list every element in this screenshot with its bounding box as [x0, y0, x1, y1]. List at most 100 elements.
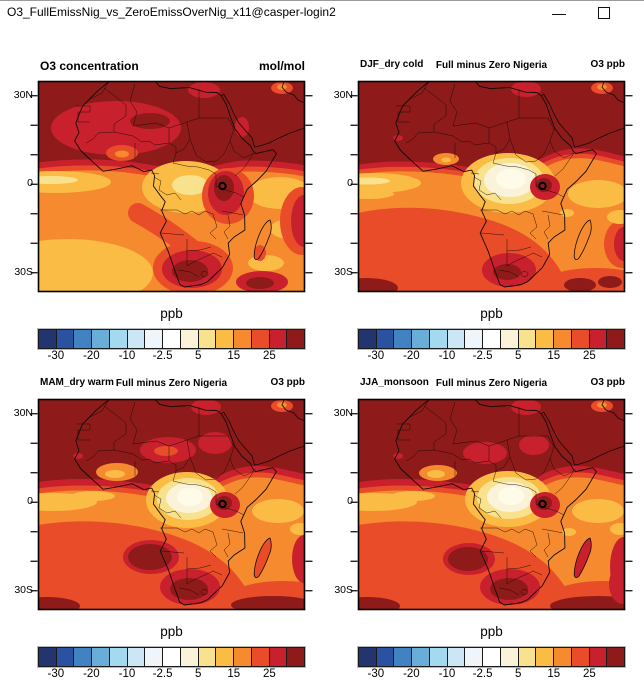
colorbar-cell [197, 648, 216, 666]
colorbar-tick-label: 5 [514, 350, 522, 362]
colorbar-tick-label: -2.5 [152, 350, 173, 362]
colorbar-cell [375, 648, 394, 666]
colorbar-cell [215, 330, 234, 348]
panel-title-left: MAM_dry warm [40, 377, 114, 388]
colorbar-cell [233, 330, 251, 348]
colorbar-cell [286, 648, 305, 666]
colorbar-cell [215, 648, 234, 666]
minimize-button[interactable] [536, 1, 582, 23]
colorbar-tick-label: -30 [47, 350, 65, 362]
colorbar-cell [73, 648, 92, 666]
coastline [394, 81, 598, 288]
colorbar-cell [446, 330, 465, 348]
colorbar-tick-label: 15 [547, 668, 561, 680]
colorbar-tick-label: -20 [83, 350, 100, 362]
panel-title-right: mol/mol [258, 59, 305, 73]
colorbar-cell [126, 330, 145, 348]
lat-axis-label: 30N [333, 88, 353, 101]
country-borders [76, 399, 255, 596]
colorbar-tick-label: 25 [582, 668, 596, 680]
lat-axis-label: 30N [333, 406, 353, 419]
colorbar-cell [39, 330, 56, 348]
colorbar-cell [570, 330, 589, 348]
colorbar-cell [411, 330, 429, 348]
colorbar [37, 646, 306, 668]
colorbar-cell [268, 648, 287, 666]
lat-axis-label: 30S [14, 265, 33, 278]
colorbar-tick-label: -20 [83, 668, 100, 680]
colorbar-cell [55, 330, 74, 348]
colorbar-cell [553, 330, 571, 348]
colorbar-tick-label: -30 [367, 668, 385, 680]
colorbar-cell [393, 330, 412, 348]
panel-title-right: O3 ppb [270, 377, 305, 388]
map-frame [357, 398, 626, 611]
maximize-button[interactable] [582, 1, 628, 23]
colorbar-tick-label: -2.5 [472, 668, 493, 680]
colorbar-cell [446, 648, 465, 666]
lat-axis-label: 30N [13, 406, 33, 419]
panel-title-left: O3 concentration [40, 59, 139, 73]
country-borders [396, 81, 575, 278]
colorbar-cell [375, 330, 394, 348]
lake-victoria-icon [218, 181, 227, 191]
colorbar-tick-label: -30 [47, 668, 65, 680]
coastline [74, 399, 278, 606]
lat-axis-label: 30S [14, 583, 33, 596]
colorbar-unit-label: ppb [480, 624, 503, 639]
colorbar-tick-label: -10 [438, 668, 456, 680]
colorbar-tick-label: -2.5 [472, 350, 493, 362]
panel-djf: DJF_dry cold Full minus Zero Nigeria O3 … [320, 23, 642, 371]
colorbar-cell [428, 330, 447, 348]
colorbar-cell [428, 648, 447, 666]
colorbar-tick-labels: -30 -20 -10 -2.5 5 15 25 [38, 350, 305, 365]
africa-map [350, 80, 633, 293]
colorbar-cell [499, 648, 518, 666]
colorbar-cell [359, 330, 376, 348]
minimize-icon [552, 14, 566, 15]
colorbar-tick-label: -10 [118, 350, 136, 362]
colorbar-cell [411, 648, 429, 666]
colorbar-cell [250, 330, 269, 348]
colorbar-tick-label: 15 [547, 350, 561, 362]
colorbar-cell [179, 648, 198, 666]
coastline [74, 81, 278, 288]
panel-jja: JJA_monsoon Full minus Zero Nigeria O3 p… [320, 341, 642, 688]
window-titlebar[interactable]: O3_FullEmissNig_vs_ZeroEmissOverNig_x11@… [0, 1, 644, 23]
colorbar-cell [499, 330, 518, 348]
africa-map [350, 398, 633, 611]
colorbar-cell [553, 648, 571, 666]
lat-axis-ticks [350, 413, 633, 592]
map-frame [37, 398, 306, 611]
colorbar-unit-label: ppb [480, 306, 503, 321]
maximize-icon [598, 7, 610, 19]
country-borders [76, 81, 255, 278]
panel-mam: MAM_dry warm Full minus Zero Nigeria O3 … [0, 341, 322, 688]
colorbar-tick-labels: -30 -20 -10 -2.5 5 15 25 [38, 668, 305, 683]
country-borders [396, 399, 575, 596]
colorbar-cell [482, 330, 500, 348]
colorbar-tick-label: -20 [403, 350, 420, 362]
lat-axis-label: 0 [347, 495, 353, 508]
africa-map [30, 398, 313, 611]
colorbar-cell [91, 330, 109, 348]
lat-axis-ticks [30, 95, 313, 274]
colorbar-cell [570, 648, 589, 666]
lat-axis-label: 30S [334, 265, 353, 278]
colorbar-tick-labels: -30 -20 -10 -2.5 5 15 25 [358, 668, 625, 683]
panel-title-center: Full minus Zero Nigeria [115, 378, 228, 389]
map-frame [37, 80, 306, 293]
colorbar-tick-label: -20 [403, 668, 420, 680]
colorbar-tick-labels: -30 -20 -10 -2.5 5 15 25 [358, 350, 625, 365]
colorbar-tick-label: 25 [262, 668, 276, 680]
colorbar-cell [162, 648, 180, 666]
map-frame [357, 80, 626, 293]
coastline [394, 399, 598, 606]
colorbar-tick-label: 5 [194, 668, 202, 680]
panel-title-right: O3 ppb [590, 377, 625, 388]
panel-o3-concentration: O3 concentration mol/mol ppb -30 -20 -10 -2… [0, 23, 322, 371]
colorbar-tick-label: 5 [514, 668, 522, 680]
colorbar-cell [108, 330, 127, 348]
lat-axis-label: 30S [334, 583, 353, 596]
